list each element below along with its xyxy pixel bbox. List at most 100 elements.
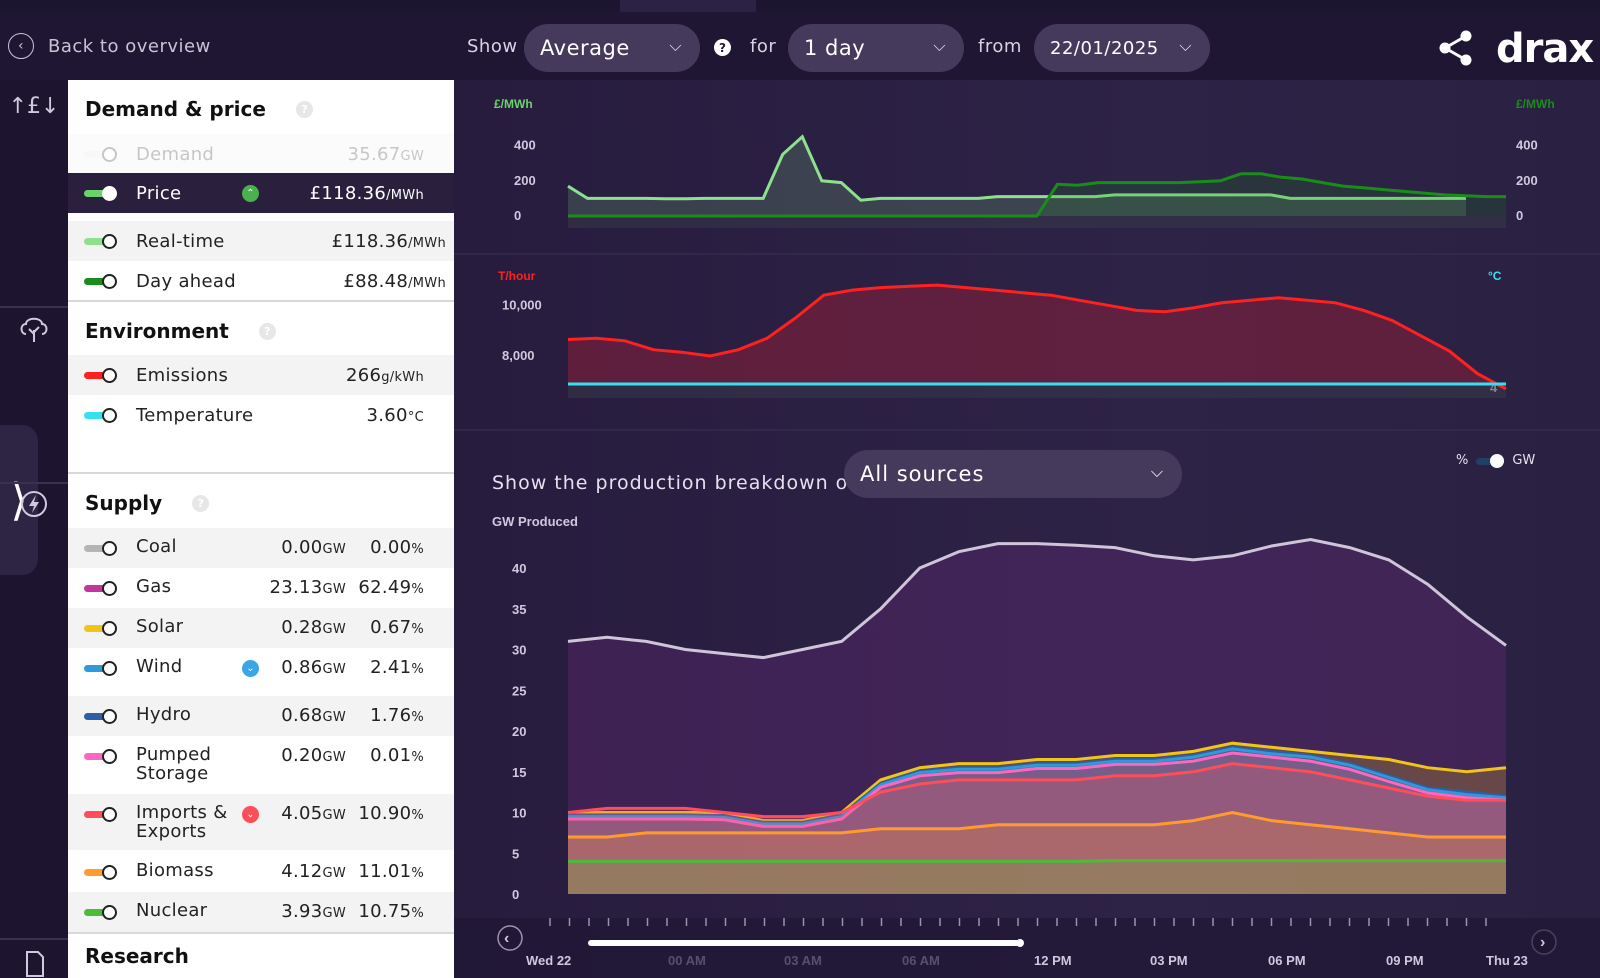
metric-unit: g/kWh [381,369,424,385]
series-toggle[interactable] [84,749,118,764]
series-toggle[interactable] [84,408,118,423]
chevron-down-icon: ⌵ [1179,36,1192,55]
price-line-day-ahead[interactable] [568,172,1506,218]
emissions-line[interactable] [567,283,1507,391]
production-line-imports-exports[interactable] [567,762,1506,819]
research-heading[interactable]: Research [68,936,454,976]
price-demand-icon[interactable]: ↑£↓ [8,93,60,119]
rail-divider [0,306,68,308]
supply-pct-value: 0.00 [370,537,412,558]
help-icon[interactable]: ? [258,322,276,340]
unit-toggle[interactable]: % GW [1456,453,1535,468]
supply-gw-value: 4.12 [281,861,323,882]
supply-gw: 0.86GW [281,657,346,678]
series-toggle[interactable] [84,186,118,201]
supply-row-imports-exports[interactable]: Imports & Exports ⌄ 4.05GW 10.90% [68,794,454,850]
metric-name: Price [136,182,182,204]
unit-switch[interactable] [1476,453,1505,468]
show-select[interactable]: Average ⌵ [524,24,700,72]
series-toggle[interactable] [84,541,118,556]
period-select[interactable]: 1 day ⌵ [788,24,964,72]
active-browser-tab[interactable] [620,0,756,12]
metric-unit: °C [407,409,424,425]
series-toggle[interactable] [84,661,118,676]
expand-panel-chevron[interactable]: ⟩ [0,425,38,575]
metric-row-emissions[interactable]: Emissions 266g/kWh [68,355,454,395]
metric-number: 35.67 [347,143,401,165]
timeline-range-slider[interactable] [588,940,1020,946]
metric-row-temperature[interactable]: Temperature 3.60°C [68,395,454,435]
timeline-label: 00 AM [668,953,706,968]
timeline-prev-button[interactable] [497,925,523,951]
series-toggle[interactable] [84,709,118,724]
timeline-next-button[interactable] [1531,929,1557,955]
price-ytick-right: 200 [1516,173,1538,188]
production-source-select[interactable]: All sources ⌵ [844,450,1182,498]
charts-area: £/MWh £/MWh 400 400 200 200 0 0 T/hour °C 10,000 8,… [454,80,1600,978]
production-line-biomass[interactable] [568,810,1506,839]
toggle-knob [102,408,117,423]
production-line-pumped-storage[interactable] [568,751,1507,828]
series-toggle[interactable] [84,581,118,596]
series-toggle[interactable] [84,905,118,920]
supply-row-solar[interactable]: Solar 0.28GW 0.67% [68,608,454,648]
supply-pct-value: 2.41 [370,657,412,678]
help-icon[interactable]: ? [295,100,313,118]
emissions-baseline-band [568,386,1506,398]
help-icon[interactable]: ? [714,39,731,56]
chevron-right-icon: › [1540,934,1545,951]
section-title: Research [85,944,189,968]
timeline-label: 06 AM [902,953,940,968]
supply-name: Hydro [136,704,192,725]
toggle-knob [102,274,117,289]
timeline-bar [454,918,1600,978]
emissions-ytick: 8,000 [502,348,535,363]
unit-percent-label: % [1456,453,1469,468]
timeline-range-handle[interactable] [1016,939,1024,947]
share-icon[interactable] [1436,28,1476,68]
environment-tree-icon[interactable] [16,312,52,348]
metric-row-price[interactable]: Price ⌃ £118.36/MWh [68,173,454,213]
supply-gw: 0.00GW [281,537,346,558]
metric-row-day-ahead[interactable]: Day ahead £88.48/MWh [68,261,454,301]
pct-unit: % [411,582,424,597]
production-line-nuclear[interactable] [568,859,1506,863]
supply-gw: 0.20GW [281,745,346,766]
supply-row-wind[interactable]: Wind ⌄ 0.86GW 2.41% [68,648,454,696]
production-line-hydro[interactable] [568,745,1507,824]
supply-row-gas[interactable]: Gas 23.13GW 62.49% [68,568,454,608]
price-line-real-time[interactable] [567,134,1466,202]
metric-row-demand[interactable]: Demand 35.67GW [68,134,454,174]
metric-value: £118.36/MWh [332,231,446,252]
supply-row-coal[interactable]: Coal 0.00GW 0.00% [68,528,454,568]
supply-row-biomass[interactable]: Biomass 4.12GW 11.01% [68,852,454,892]
data-panel: Demand & price ? Demand 35.67GW Price ⌃ £118… [68,80,454,978]
supply-lightning-icon[interactable] [16,486,52,522]
toggle-track [84,545,110,552]
supply-row-hydro[interactable]: Hydro 0.68GW 1.76% [68,696,454,736]
series-toggle[interactable] [84,621,118,636]
supply-row-pumped-storage[interactable]: Pumped Storage 0.20GW 0.01% [68,736,454,792]
metric-number: 3.60 [366,404,408,426]
series-toggle[interactable] [84,807,118,822]
metric-number: 266 [345,364,382,386]
production-line-wind[interactable] [568,747,1507,826]
metric-row-real-time[interactable]: Real-time £118.36/MWh [68,221,454,261]
research-document-icon[interactable] [16,946,52,978]
date-select[interactable]: 22/01/2025 ⌵ [1034,24,1210,72]
timeline-label: 12 PM [1034,953,1072,968]
series-toggle[interactable] [84,368,118,383]
production-line-demand[interactable] [567,537,1507,660]
supply-row-nuclear[interactable]: Nuclear 3.93GW 10.75% [68,892,454,932]
help-icon[interactable]: ? [192,494,210,512]
series-toggle[interactable] [84,234,118,249]
toggle-track [84,372,110,379]
series-toggle[interactable] [84,147,118,162]
series-toggle[interactable] [84,865,118,880]
supply-name: Imports & Exports [136,802,228,842]
toggle-track [84,869,110,876]
section-title: Demand & price [85,97,266,121]
series-toggle[interactable] [84,274,118,289]
drax-logo[interactable]: drax [1496,26,1594,72]
back-to-overview-link[interactable]: ‹ Back to overview [8,33,211,59]
